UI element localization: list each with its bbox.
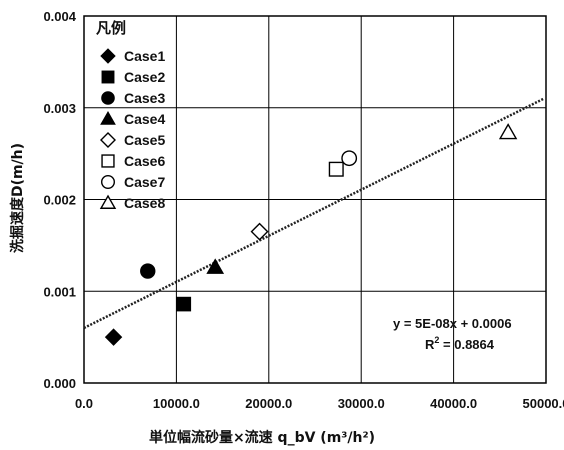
plot-area-frame (83, 15, 547, 384)
axis-ticks: 0.0 10000.0 20000.0 30000.0 40000.0 50000.0 0.… (43, 9, 564, 411)
x-tick-label: 20000.0 (245, 396, 292, 411)
y-tick-label: 0.004 (43, 9, 76, 24)
x-tick-label: 10000.0 (153, 396, 200, 411)
legend-label-case1: Case1 (124, 48, 165, 64)
legend-marker-case6 (101, 154, 115, 168)
trendline-equation: y = 5E-08x + 0.0006 R2 = 0.8864 (393, 316, 512, 352)
data-point-case4 (206, 258, 225, 274)
legend: 凡例 Case1 Case2 Case3 Case4 Case5 Case6 Case7 Ca… (96, 19, 165, 211)
y-tick-label: 0.001 (43, 284, 76, 299)
x-tick-label: 40000.0 (430, 396, 477, 411)
legend-marker-case3 (101, 91, 115, 105)
legend-marker-case1 (100, 48, 116, 64)
x-tick-label: 0.0 (75, 396, 93, 411)
legend-title: 凡例 (96, 19, 126, 37)
y-axis-title: 洗掘速度D(m/h) (9, 143, 26, 253)
data-point-case1 (104, 328, 123, 346)
legend-label-case3: Case3 (124, 90, 165, 106)
y-tick-label: 0.003 (43, 101, 76, 116)
legend-label-case2: Case2 (124, 69, 165, 85)
data-point-case7 (341, 150, 358, 167)
x-tick-label: 50000.0 (523, 396, 564, 411)
trendline-line (83, 97, 545, 330)
data-points (104, 123, 518, 346)
legend-marker-case2 (101, 70, 115, 84)
legend-label-case5: Case5 (124, 132, 165, 148)
legend-label-case6: Case6 (124, 153, 165, 169)
legend-marker-case5 (100, 132, 116, 148)
data-point-case5 (250, 222, 269, 241)
data-point-case3 (140, 263, 156, 279)
trendline (83, 97, 545, 330)
gridlines (84, 16, 546, 383)
legend-label-case4: Case4 (124, 111, 165, 127)
x-axis-title: 単位幅流砂量×流速 q_bV (m³/h²) (149, 429, 375, 446)
data-point-case6 (328, 161, 344, 177)
legend-marker-case7 (100, 174, 115, 189)
trendline-r-squared: R2 = 0.8864 (425, 335, 495, 352)
data-point-case8 (498, 123, 518, 140)
y-tick-label: 0.000 (43, 376, 76, 391)
legend-label-case8: Case8 (124, 195, 165, 211)
legend-label-case7: Case7 (124, 174, 165, 190)
legend-marker-case8 (99, 194, 117, 209)
legend-marker-case4 (100, 110, 116, 125)
x-tick-label: 30000.0 (338, 396, 385, 411)
data-point-case2 (176, 296, 192, 312)
y-tick-label: 0.002 (43, 193, 76, 208)
trendline-equation-text: y = 5E-08x + 0.0006 (393, 316, 512, 331)
